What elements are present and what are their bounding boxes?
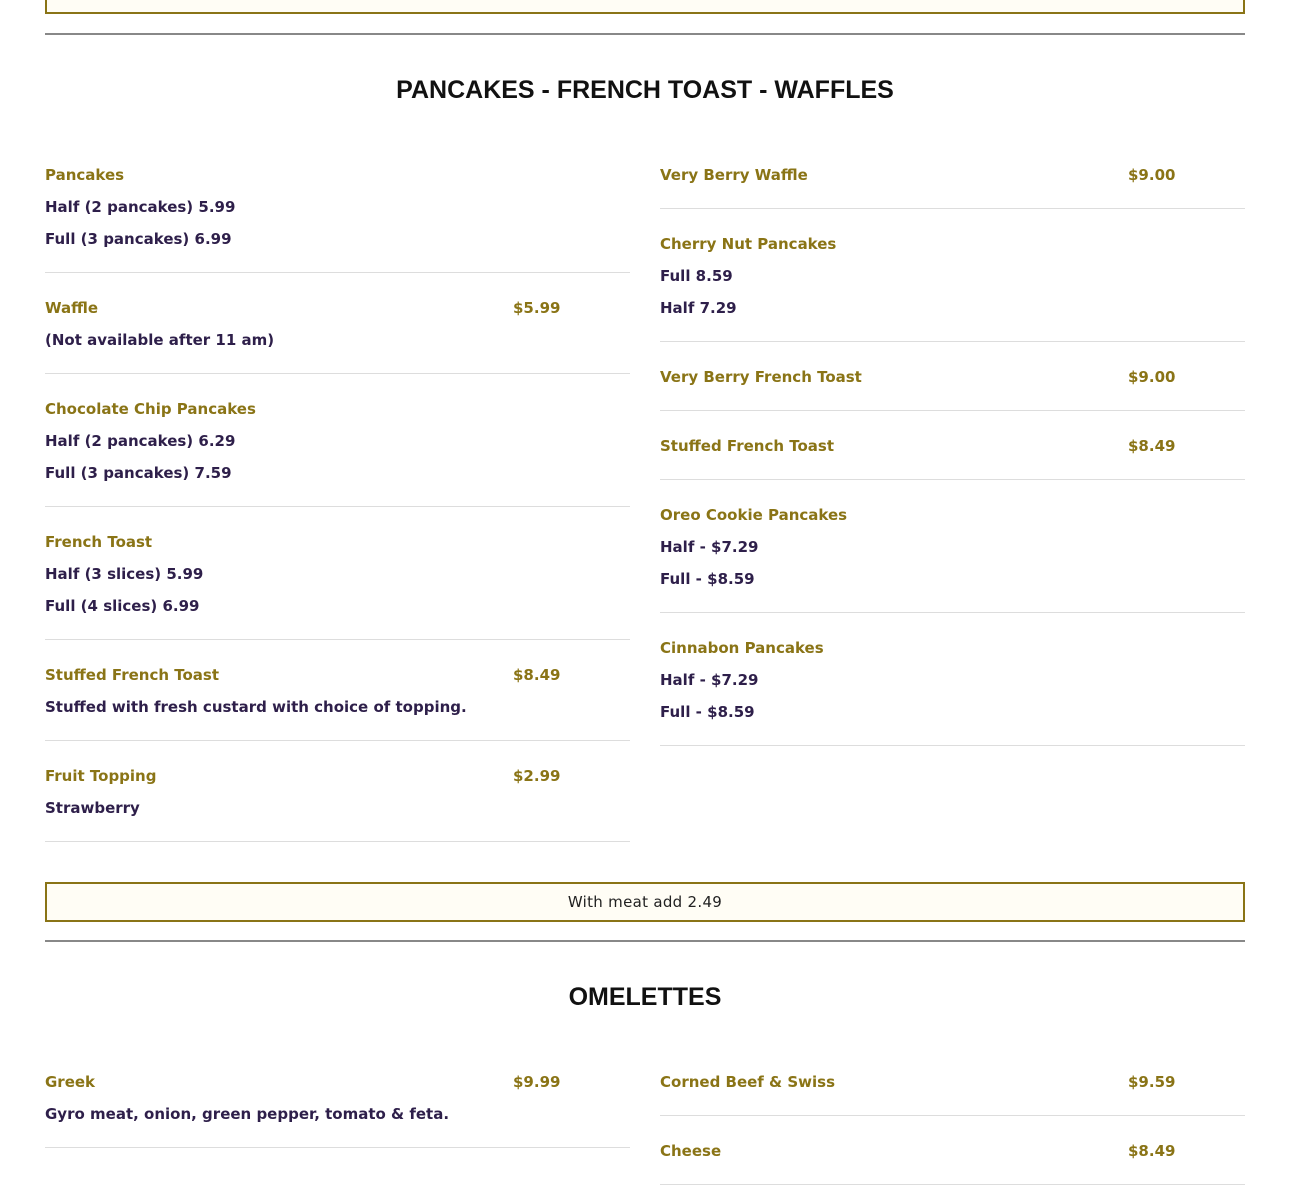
item-name: Stuffed French Toast	[45, 666, 220, 684]
item-description: Full - $8.59	[660, 703, 755, 721]
item-name: Corned Beef & Swiss	[660, 1073, 836, 1091]
top-note-box	[45, 0, 1245, 14]
menu-item-header: Chocolate Chip Pancakes	[45, 393, 630, 425]
item-price: $8.49	[1128, 437, 1176, 455]
item-price: $9.99	[513, 1073, 561, 1091]
menu-item: Fruit Topping $2.99 Strawberry	[45, 758, 630, 842]
menu-column-right: Corned Beef & Swiss $9.59 Cheese $8.49	[660, 1064, 1245, 1185]
item-description: Full 8.59	[660, 267, 733, 285]
menu-item: French Toast Half (3 slices) 5.99 Full (4 …	[45, 524, 630, 640]
item-price: $9.00	[1128, 166, 1176, 184]
item-description: Half - $7.29	[660, 671, 759, 689]
menu-item-header: Cheese $8.49	[660, 1135, 1245, 1167]
item-name: Fruit Topping	[45, 767, 157, 785]
item-description: Stuffed with fresh custard with choice o…	[45, 698, 467, 716]
menu-item: Greek $9.99 Gyro meat, onion, green pepper…	[45, 1064, 630, 1148]
item-description: Half 7.29	[660, 299, 737, 317]
menu-item: Very Berry Waffle $9.00	[660, 157, 1245, 209]
divider	[45, 33, 1245, 35]
item-description: Half (2 pancakes) 6.29	[45, 432, 236, 450]
item-name: Cheese	[660, 1142, 722, 1160]
menu-item: Chocolate Chip Pancakes Half (2 pancakes)…	[45, 391, 630, 507]
divider	[45, 940, 1245, 942]
menu-item-header: Waffle $5.99	[45, 292, 630, 324]
item-description: Strawberry	[45, 799, 140, 817]
menu-item: Stuffed French Toast $8.49	[660, 428, 1245, 480]
item-price: $9.59	[1128, 1073, 1176, 1091]
menu-item-header: Stuffed French Toast $8.49	[660, 430, 1245, 462]
menu-item: Pancakes Half (2 pancakes) 5.99 Full (3 pa…	[45, 157, 630, 273]
menu-section-pancakes: Pancakes Half (2 pancakes) 5.99 Full (3 pa…	[45, 157, 1245, 842]
item-price	[513, 159, 556, 191]
item-description: Half (3 slices) 5.99	[45, 565, 204, 583]
menu-item-header: Fruit Topping $2.99	[45, 760, 630, 792]
item-description: Full (4 slices) 6.99	[45, 597, 200, 615]
menu-item-header: Pancakes	[45, 159, 630, 191]
menu-item: Corned Beef & Swiss $9.59	[660, 1064, 1245, 1116]
menu-item-header: Very Berry French Toast $9.00	[660, 361, 1245, 393]
item-name: Pancakes	[45, 166, 125, 184]
menu-item-header: French Toast	[45, 526, 630, 558]
item-name: Very Berry French Toast	[660, 368, 862, 386]
menu-item-header: Stuffed French Toast $8.49	[45, 659, 630, 691]
item-description: Full - $8.59	[660, 570, 755, 588]
menu-item-header: Corned Beef & Swiss $9.59	[660, 1066, 1245, 1098]
item-description: Full (3 pancakes) 6.99	[45, 230, 232, 248]
menu-item: Cherry Nut Pancakes Full 8.59 Half 7.29	[660, 226, 1245, 342]
menu-item: Cinnabon Pancakes Half - $7.29 Full - $8.5…	[660, 630, 1245, 746]
menu-section-omelettes: Greek $9.99 Gyro meat, onion, green pepper…	[45, 1064, 1245, 1185]
item-price: $5.99	[513, 299, 561, 317]
menu-item: Cheese $8.49	[660, 1133, 1245, 1185]
section-title: OMELETTES	[568, 983, 722, 1011]
menu-item: Waffle $5.99 (Not available after 11 am)	[45, 290, 630, 374]
meat-note-box: With meat add 2.49	[45, 882, 1245, 922]
item-price	[513, 526, 556, 558]
item-price: $8.49	[513, 666, 561, 684]
item-name: Chocolate Chip Pancakes	[45, 400, 256, 418]
item-description: Gyro meat, onion, green pepper, tomato &…	[45, 1105, 450, 1123]
menu-column-left: Greek $9.99 Gyro meat, onion, green pepper…	[45, 1064, 630, 1185]
item-price	[1128, 228, 1171, 260]
item-price	[1128, 632, 1171, 664]
item-price: $9.00	[1128, 368, 1176, 386]
item-name: Stuffed French Toast	[660, 437, 835, 455]
item-price: $8.49	[1128, 1142, 1176, 1160]
menu-item-header: Cinnabon Pancakes	[660, 632, 1245, 664]
section-title: PANCAKES - FRENCH TOAST - WAFFLES	[396, 76, 894, 104]
menu-item-header: Very Berry Waffle $9.00	[660, 159, 1245, 191]
menu-column-left: Pancakes Half (2 pancakes) 5.99 Full (3 pa…	[45, 157, 630, 842]
menu-item-header: Oreo Cookie Pancakes	[660, 499, 1245, 531]
item-name: Oreo Cookie Pancakes	[660, 506, 848, 524]
item-name: Cherry Nut Pancakes	[660, 235, 837, 253]
item-price: $2.99	[513, 767, 561, 785]
item-description: Half (2 pancakes) 5.99	[45, 198, 236, 216]
item-name: Greek	[45, 1073, 96, 1091]
item-name: French Toast	[45, 533, 153, 551]
item-name: Waffle	[45, 299, 99, 317]
item-description: Half - $7.29	[660, 538, 759, 556]
menu-item-header: Greek $9.99	[45, 1066, 630, 1098]
item-name: Very Berry Waffle	[660, 166, 808, 184]
menu-item-header: Cherry Nut Pancakes	[660, 228, 1245, 260]
menu-item: Very Berry French Toast $9.00	[660, 359, 1245, 411]
menu-item: Stuffed French Toast $8.49 Stuffed with fr…	[45, 657, 630, 741]
menu-item: Oreo Cookie Pancakes Half - $7.29 Full - $…	[660, 497, 1245, 613]
item-price	[513, 393, 556, 425]
item-name: Cinnabon Pancakes	[660, 639, 824, 657]
menu-column-right: Very Berry Waffle $9.00 Cherry Nut Pancake…	[660, 157, 1245, 842]
item-description: Full (3 pancakes) 7.59	[45, 464, 232, 482]
item-description: (Not available after 11 am)	[45, 331, 275, 349]
item-price	[1128, 499, 1171, 531]
